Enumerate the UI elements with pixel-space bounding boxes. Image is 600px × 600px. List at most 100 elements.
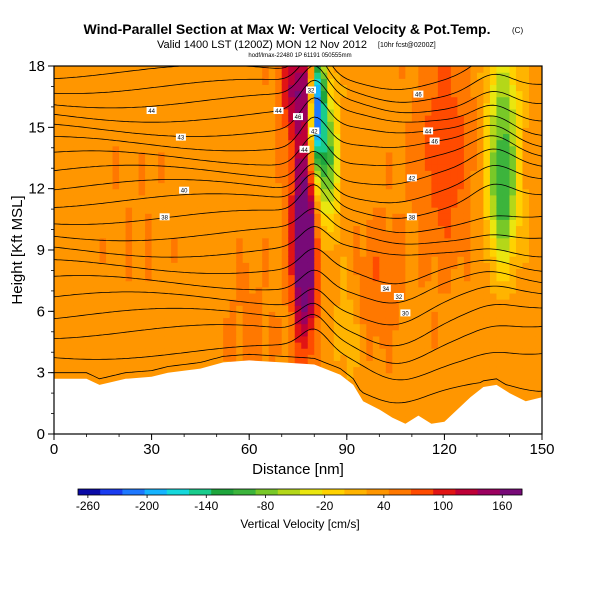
- field-cell: [398, 133, 406, 141]
- field-cell: [145, 237, 153, 245]
- field-cell: [93, 250, 101, 257]
- field-cell: [151, 78, 159, 85]
- field-cell: [203, 108, 211, 116]
- field-cell: [210, 78, 218, 85]
- field-cell: [223, 139, 231, 147]
- field-cell: [171, 151, 179, 159]
- field-cell: [476, 354, 485, 361]
- field-cell: [145, 200, 153, 208]
- field-cell: [405, 121, 413, 128]
- field-cell: [535, 78, 542, 85]
- field-cell: [346, 182, 354, 190]
- field-cell: [359, 108, 367, 116]
- field-cell: [489, 96, 498, 104]
- field-cell: [333, 121, 341, 128]
- contour-label: 46: [429, 137, 440, 146]
- field-cell: [431, 108, 439, 116]
- y-tick-label: 3: [37, 365, 45, 382]
- field-cell: [424, 317, 432, 325]
- field-cell: [411, 335, 419, 343]
- field-cell: [125, 182, 133, 190]
- field-cell: [99, 115, 107, 122]
- field-cell: [327, 200, 335, 208]
- field-cell: [340, 360, 348, 368]
- field-cell: [268, 299, 276, 306]
- field-cell: [249, 225, 257, 233]
- field-cell: [223, 188, 231, 196]
- field-cell: [385, 225, 393, 233]
- field-cell: [158, 72, 166, 79]
- field-cell: [99, 66, 107, 73]
- field-cell: [236, 164, 244, 171]
- field-cell: [255, 188, 263, 196]
- field-cell: [372, 194, 380, 202]
- field-cell: [515, 378, 524, 386]
- field-cell: [483, 256, 491, 263]
- field-cell: [424, 115, 432, 122]
- field-cell: [93, 96, 101, 104]
- field-cell: [385, 194, 393, 202]
- field-cell: [281, 262, 289, 269]
- field-cell: [502, 342, 511, 349]
- field-cell: [73, 176, 81, 184]
- field-cell: [132, 66, 140, 73]
- field-cell: [379, 280, 387, 288]
- field-cell: [268, 158, 276, 165]
- field-cell: [242, 280, 250, 288]
- field-cell: [372, 256, 380, 263]
- field-cell: [392, 274, 400, 282]
- field-cell: [346, 292, 354, 300]
- field-cell: [249, 243, 257, 251]
- field-cell: [119, 164, 127, 171]
- field-cell: [353, 200, 361, 208]
- field-cell: [151, 133, 159, 141]
- field-cell: [262, 188, 270, 196]
- field-cell: [489, 188, 498, 196]
- field-cell: [411, 329, 419, 337]
- field-cell: [99, 378, 107, 386]
- field-cell: [418, 286, 426, 294]
- field-cell: [340, 115, 348, 122]
- field-cell: [210, 225, 218, 233]
- field-cell: [99, 90, 107, 98]
- field-cell: [509, 274, 517, 282]
- field-cell: [463, 268, 472, 276]
- field-cell: [301, 311, 309, 319]
- field-cell: [54, 360, 62, 368]
- field-cell: [457, 366, 465, 374]
- field-cell: [223, 250, 231, 257]
- field-cell: [457, 84, 465, 92]
- field-cell: [489, 115, 498, 122]
- field-cell: [470, 78, 478, 85]
- field-cell: [450, 317, 459, 325]
- field-cell: [171, 115, 179, 122]
- field-cell: [119, 348, 127, 355]
- field-cell: [457, 397, 465, 404]
- isentrope-line: [54, 314, 542, 364]
- field-cell: [392, 286, 400, 294]
- field-cell: [450, 268, 459, 276]
- field-cell: [496, 366, 504, 374]
- field-cell: [405, 139, 413, 147]
- field-cell: [112, 170, 120, 177]
- field-cell: [242, 115, 250, 122]
- field-cell: [379, 182, 387, 190]
- field-cell: [470, 139, 478, 147]
- field-cell: [379, 176, 387, 184]
- field-cell: [54, 366, 62, 374]
- field-cell: [353, 348, 361, 355]
- field-cell: [119, 145, 127, 153]
- field-cell: [197, 292, 205, 300]
- field-cell: [346, 176, 354, 184]
- field-cell: [353, 274, 361, 282]
- field-cell: [138, 286, 146, 294]
- field-cell: [483, 250, 491, 257]
- field-cell: [398, 158, 406, 165]
- field-cell: [203, 176, 211, 184]
- field-cell: [125, 280, 133, 288]
- field-cell: [515, 145, 524, 153]
- field-cell: [262, 274, 270, 282]
- field-cell: [281, 219, 289, 227]
- field-cell: [405, 384, 413, 392]
- field-cell: [509, 207, 517, 214]
